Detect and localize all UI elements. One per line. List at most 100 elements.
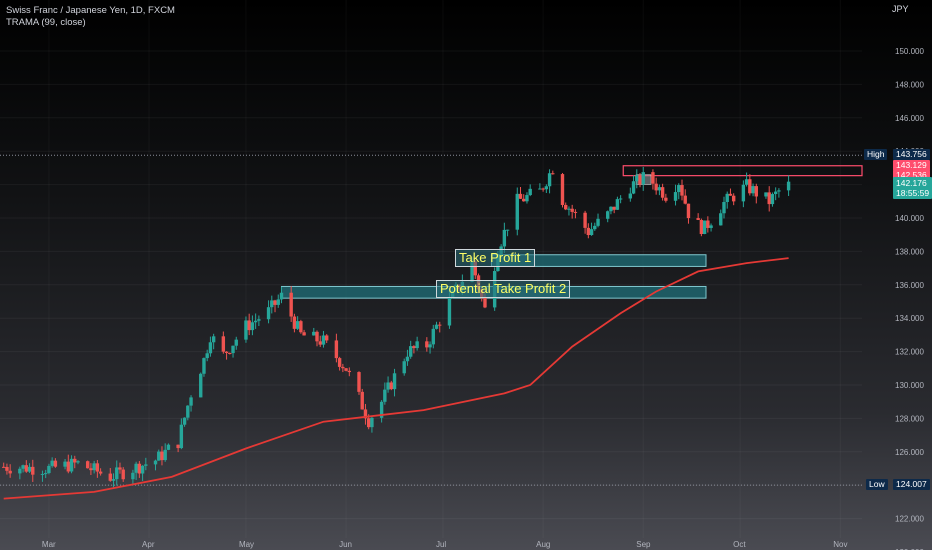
candle-up xyxy=(392,373,397,390)
candle-down xyxy=(318,341,322,345)
x-tick-label: Apr xyxy=(142,540,155,549)
candle-down xyxy=(337,358,342,367)
candle-down xyxy=(292,316,297,329)
candle-up xyxy=(635,175,639,182)
x-tick-label: Jun xyxy=(339,540,352,549)
candle-up xyxy=(741,184,746,202)
candle-down xyxy=(483,297,487,308)
candle-up xyxy=(115,467,119,480)
candle-down xyxy=(357,372,361,392)
candle-down xyxy=(683,195,687,204)
candle-up xyxy=(725,193,729,203)
candle-down xyxy=(95,463,100,472)
candle-up xyxy=(63,461,67,467)
candle-down xyxy=(696,218,700,220)
candle-up xyxy=(744,179,749,185)
candle-down xyxy=(160,451,164,461)
candle-up xyxy=(186,405,190,418)
candle-down xyxy=(325,335,329,341)
candle-up xyxy=(677,185,681,193)
candle-down xyxy=(522,198,526,202)
candle-up xyxy=(764,192,768,197)
candle-up xyxy=(69,458,74,472)
candle-down xyxy=(564,204,568,210)
candle-down xyxy=(686,203,691,219)
candle-down xyxy=(2,466,6,468)
candle-up xyxy=(515,193,519,230)
candle-down xyxy=(302,332,306,336)
candle-up xyxy=(163,449,167,461)
candle-down xyxy=(247,320,251,331)
trama-line xyxy=(3,257,789,500)
candle-down xyxy=(299,321,303,333)
candle-up xyxy=(140,465,145,474)
candle-down xyxy=(108,473,112,481)
candle-up xyxy=(722,202,726,214)
candle-up xyxy=(709,225,713,228)
candle-up xyxy=(567,208,571,210)
candle-down xyxy=(366,418,371,428)
take-profit-2-label[interactable]: Potential Take Profit 2 xyxy=(436,280,571,299)
candle-down xyxy=(273,300,277,305)
candle-up xyxy=(505,229,510,231)
candle-up xyxy=(131,472,135,480)
candle-up xyxy=(182,417,187,425)
y-tick-label: 146.000 xyxy=(895,114,924,123)
candle-up xyxy=(547,173,552,187)
candle-down xyxy=(706,220,710,228)
candle-down xyxy=(73,458,77,463)
indicator-title: TRAMA (99, close) xyxy=(6,17,86,28)
candle-up xyxy=(719,213,723,226)
x-tick-label: Sep xyxy=(636,540,651,549)
candle-down xyxy=(586,227,591,236)
y-tick-label: 122.000 xyxy=(895,515,924,524)
candle-up xyxy=(244,320,248,340)
candle-down xyxy=(583,212,587,228)
candle-down xyxy=(541,188,545,190)
y-tick-label: 136.000 xyxy=(895,281,924,290)
candle-up xyxy=(257,319,261,321)
y-tick-label: 130.000 xyxy=(895,381,924,390)
x-tick-label: Jul xyxy=(436,540,446,549)
candle-up xyxy=(43,473,48,475)
y-tick-label: 120.000 xyxy=(895,548,924,550)
take-profit-1-label[interactable]: Take Profit 1 xyxy=(455,248,536,267)
resistance-bottom-label: 142.536 xyxy=(893,169,930,181)
candle-down xyxy=(289,292,293,317)
candle-up xyxy=(266,307,271,320)
candle-up xyxy=(92,463,96,471)
candle-down xyxy=(660,187,665,198)
candle-up xyxy=(773,191,778,195)
candle-up xyxy=(786,181,791,191)
candle-down xyxy=(341,366,345,369)
candle-up xyxy=(386,382,390,390)
candle-down xyxy=(118,467,122,470)
candle-up xyxy=(379,401,384,418)
y-tick-label: 150.000 xyxy=(895,47,924,56)
high-price-label: 143.756 xyxy=(893,149,930,161)
current-price-value: 142.176 xyxy=(896,177,927,188)
candle-up xyxy=(199,373,203,398)
candle-down xyxy=(389,382,393,390)
candle-down xyxy=(31,466,35,475)
candle-up xyxy=(777,190,781,192)
candle-up xyxy=(211,336,216,343)
candle-up xyxy=(751,186,755,194)
candle-down xyxy=(221,336,226,352)
candle-up xyxy=(370,417,374,428)
candle-down xyxy=(66,461,70,472)
candles xyxy=(2,166,791,488)
candle-up xyxy=(50,460,54,466)
candle-down xyxy=(347,370,352,373)
candle-down xyxy=(731,195,736,202)
candle-down xyxy=(438,324,442,326)
candle-up xyxy=(538,188,542,190)
candle-up xyxy=(606,211,610,219)
candle-up xyxy=(234,339,238,346)
candle-down xyxy=(699,219,704,235)
chart-legend: Swiss Franc / Japanese Yen, 1D, FXCM TRA… xyxy=(6,5,175,29)
zone-boxes xyxy=(280,165,863,299)
candle-up xyxy=(408,346,413,357)
candle-up xyxy=(673,192,678,201)
